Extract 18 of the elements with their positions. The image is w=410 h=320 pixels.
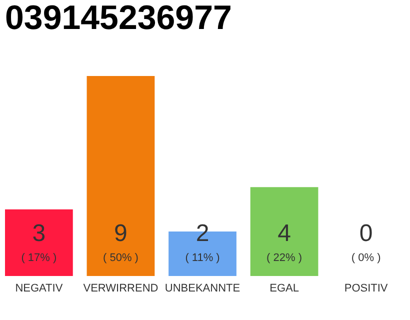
x-tick-label: NEGATIV (15, 282, 64, 294)
x-tick-label: UNBEKANNTE (164, 282, 240, 294)
x-tick-label: EGAL (270, 282, 299, 294)
data-label: 0 (359, 220, 373, 247)
x-tick-label: POSITIV (344, 282, 388, 294)
data-label: 3 (32, 220, 46, 247)
annotation: ( 0% ) (351, 252, 381, 264)
annotation: ( 22% ) (266, 252, 302, 264)
bar (86, 76, 155, 276)
annotation: ( 11% ) (185, 252, 220, 264)
bar (250, 187, 318, 276)
data-label: 9 (114, 220, 128, 247)
data-label: 4 (278, 220, 291, 247)
bar (5, 209, 73, 276)
x-tick-label: VERWIRREND (83, 282, 158, 294)
chart-title: 039145236977 (5, 0, 232, 37)
annotation: ( 50% ) (102, 252, 138, 264)
annotation: ( 17% ) (21, 252, 57, 264)
